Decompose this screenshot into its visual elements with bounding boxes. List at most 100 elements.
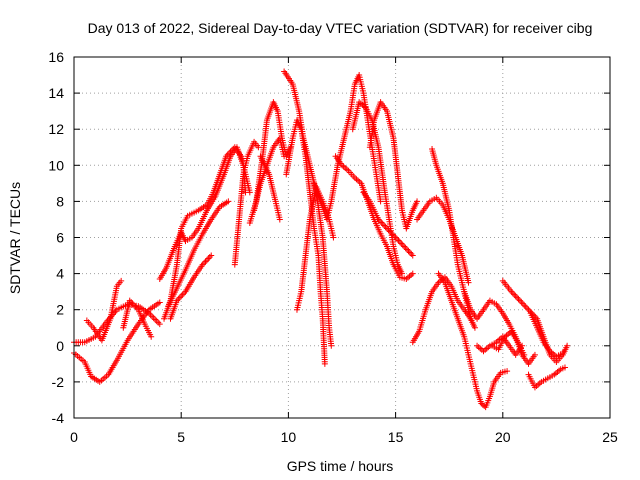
- data-point: [522, 303, 529, 310]
- data-point: [465, 279, 472, 286]
- series-track-24: [435, 270, 511, 411]
- data-point: [255, 144, 262, 151]
- data-point: [149, 313, 156, 320]
- data-point: [179, 291, 186, 298]
- y-tick-label: 10: [48, 157, 64, 173]
- data-point: [377, 198, 384, 205]
- data-point: [408, 251, 415, 258]
- x-tick-label: 20: [495, 429, 511, 445]
- series-track-09: [231, 138, 262, 268]
- data-point: [330, 234, 337, 241]
- data-point: [382, 223, 389, 230]
- series-track-03: [83, 277, 125, 344]
- data-point: [516, 297, 523, 304]
- x-axis-label: GPS time / hours: [287, 458, 394, 474]
- data-point: [514, 294, 521, 301]
- data-point: [112, 308, 119, 315]
- data-point: [118, 277, 125, 284]
- data-point: [155, 319, 162, 326]
- data-point: [226, 150, 233, 157]
- data-point: [531, 351, 538, 358]
- series-track-06: [156, 144, 249, 283]
- data-point: [203, 257, 210, 264]
- data-point: [512, 293, 519, 300]
- data-point: [148, 333, 155, 340]
- x-tick-label: 5: [177, 429, 185, 445]
- data-point: [202, 258, 209, 265]
- series-track-05: [161, 144, 253, 322]
- data-point: [225, 198, 232, 205]
- series-track-21: [409, 274, 474, 346]
- series-track-12: [257, 153, 283, 223]
- y-tick-label: 8: [56, 193, 64, 209]
- data-point: [379, 220, 386, 227]
- data-point: [381, 222, 388, 229]
- data-point: [559, 350, 566, 357]
- series-track-14: [283, 117, 328, 367]
- data-point: [504, 368, 511, 375]
- y-tick-label: 0: [56, 338, 64, 354]
- data-point: [152, 316, 159, 323]
- x-tick-label: 25: [602, 429, 618, 445]
- y-tick-label: 12: [48, 121, 64, 137]
- data-point: [404, 246, 411, 253]
- data-point: [409, 270, 416, 277]
- y-axis-ticks: -4 -2 0 2 4 6 8 10 12 14 16: [48, 49, 610, 426]
- data-point: [281, 153, 288, 160]
- data-point: [276, 216, 283, 223]
- data-point: [156, 299, 163, 306]
- y-tick-label: 16: [48, 49, 64, 65]
- series-track-30: [525, 364, 568, 391]
- series-track-11: [251, 135, 288, 214]
- data-point: [521, 302, 528, 309]
- series-track-19: [360, 189, 416, 259]
- data-point: [511, 291, 518, 298]
- data-point: [208, 252, 215, 259]
- series-track-10: [246, 99, 294, 227]
- data-point: [402, 245, 409, 252]
- plot-frame: [73, 56, 611, 419]
- series-track-29: [527, 310, 566, 360]
- x-tick-label: 15: [388, 429, 404, 445]
- data-point: [401, 243, 408, 250]
- data-point: [147, 311, 154, 318]
- data-point: [321, 360, 328, 367]
- x-axis-ticks: 0 5 10 15 20 25: [70, 57, 618, 445]
- data-point: [178, 293, 185, 300]
- data-point: [519, 300, 526, 307]
- y-tick-label: 2: [56, 302, 64, 318]
- y-tick-label: 4: [56, 266, 64, 282]
- data-point: [515, 296, 522, 303]
- data-point: [471, 324, 478, 331]
- data-point: [201, 260, 208, 267]
- data-point: [206, 254, 213, 261]
- data-point: [153, 318, 160, 325]
- data-point: [328, 342, 335, 349]
- chart-title: Day 013 of 2022, Sidereal Day-to-day VTE…: [88, 20, 593, 36]
- data-point: [176, 294, 183, 301]
- data-point: [409, 252, 416, 259]
- data-point: [399, 270, 406, 277]
- y-tick-label: -2: [52, 374, 65, 390]
- data-point: [405, 248, 412, 255]
- data-point: [564, 342, 571, 349]
- data-point: [518, 299, 525, 306]
- data-point: [242, 189, 249, 196]
- data-point: [406, 249, 413, 256]
- x-tick-label: 0: [70, 429, 78, 445]
- y-tick-label: 14: [48, 85, 64, 101]
- y-axis-label: SDTVAR / TECUs: [7, 182, 23, 294]
- data-point: [156, 321, 163, 328]
- data-point: [395, 237, 402, 244]
- data-point: [378, 219, 385, 226]
- data-point: [398, 240, 405, 247]
- series-track-07: [167, 252, 215, 322]
- data-point: [205, 255, 212, 262]
- series-track-22: [414, 194, 472, 286]
- y-tick-label: 6: [56, 230, 64, 246]
- data-point: [394, 236, 401, 243]
- data-point: [150, 314, 157, 321]
- x-tick-label: 10: [281, 429, 297, 445]
- series-track-20: [366, 99, 421, 232]
